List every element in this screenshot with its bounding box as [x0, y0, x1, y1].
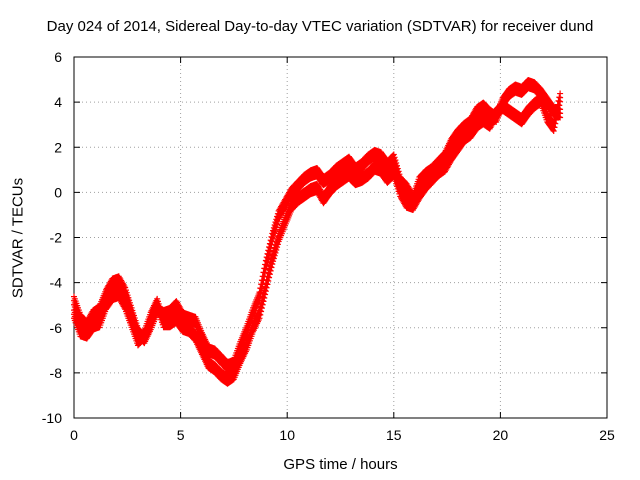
- y-tick-label: 6: [54, 49, 62, 65]
- x-axis-label: GPS time / hours: [283, 456, 398, 473]
- x-tick-label: 25: [599, 427, 615, 443]
- data-point-0: [391, 154, 398, 161]
- x-tick-label: 10: [279, 427, 295, 443]
- y-tick-label: -10: [42, 410, 62, 426]
- data-point-0: [392, 157, 399, 164]
- x-tick-label: 5: [177, 427, 185, 443]
- y-tick-label: -8: [50, 365, 63, 381]
- x-tick-label: 15: [386, 427, 402, 443]
- y-tick-label: -4: [50, 275, 63, 291]
- y-tick-label: -6: [50, 320, 63, 336]
- data-point-0: [395, 168, 402, 175]
- x-tick-label: 20: [493, 427, 509, 443]
- data-point-0: [393, 162, 400, 169]
- chart-title: Day 024 of 2014, Sidereal Day-to-day VTE…: [46, 18, 594, 35]
- data-point-0: [393, 159, 400, 166]
- y-tick-label: -2: [50, 230, 63, 246]
- y-tick-label: 2: [54, 139, 62, 155]
- plot-border: [73, 56, 608, 419]
- y-axis-label: SDTVAR / TECUs: [9, 177, 27, 299]
- y-tick-label: 4: [54, 94, 62, 110]
- data-point-0: [390, 151, 397, 158]
- x-tick-label: 0: [70, 427, 78, 443]
- data-point-1: [557, 90, 564, 97]
- y-tick-label: 0: [54, 184, 62, 200]
